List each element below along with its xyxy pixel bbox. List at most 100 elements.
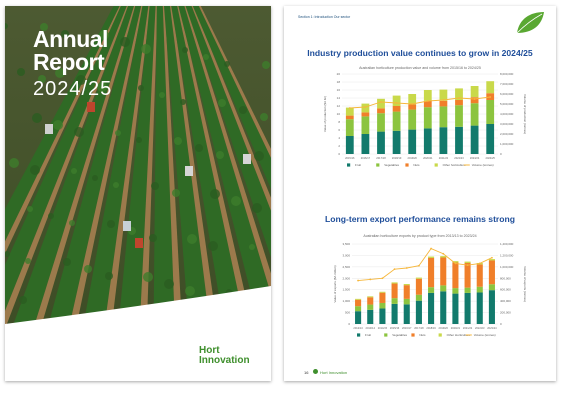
bar-segment-nuts — [428, 257, 435, 288]
dirt-track — [198, 6, 271, 158]
tree-canopy — [5, 251, 10, 257]
y2-tick-label: 2,000,000 — [500, 132, 514, 136]
y-tick-label: 0 — [338, 152, 340, 156]
bar-segment-fruit — [488, 290, 495, 324]
dirt-track — [5, 6, 122, 254]
bar-segment-fruit — [367, 309, 374, 324]
bar-segment-vegetables — [403, 298, 410, 305]
tree-canopy — [254, 151, 264, 161]
tree-canopy — [174, 137, 182, 145]
volume-point — [491, 256, 493, 259]
tree-canopy — [216, 151, 224, 159]
x-tick-label: 2023/24 — [487, 326, 497, 330]
y-tick-label: 4 — [338, 136, 340, 140]
volume-point — [369, 278, 372, 281]
x-tick-label: 2016/17 — [402, 326, 412, 330]
bar-segment-fruit — [392, 130, 401, 154]
tree-canopy — [249, 244, 255, 250]
heading-export-performance: Long-term export performance remains str… — [324, 214, 516, 224]
bar-segment-vegetables — [486, 100, 495, 124]
legend-label: Nuts — [419, 333, 426, 337]
legend-label: Fruit — [355, 163, 361, 167]
x-tick-label: 2024/25 — [486, 156, 496, 160]
tree-canopy — [159, 92, 165, 98]
bar-segment-fruit — [408, 129, 417, 154]
bar-segment-nuts — [403, 285, 410, 299]
tree-canopy — [195, 144, 203, 152]
tree-canopy — [25, 258, 31, 264]
bar-segment-other-horticulture — [392, 95, 401, 106]
cover-title: Annual Report — [33, 26, 108, 75]
tree-canopy — [99, 30, 109, 40]
bar-segment-other-horticulture — [403, 284, 410, 286]
tree-canopy — [143, 272, 153, 282]
y-tick-label: 18 — [337, 80, 341, 84]
x-tick-label: 2018/19 — [392, 156, 402, 160]
bar-segment-nuts — [423, 100, 432, 108]
dirt-track — [137, 6, 158, 381]
bar-segment-fruit — [455, 126, 463, 154]
volume-line — [349, 96, 491, 109]
bar-segment-vegetables — [440, 285, 447, 292]
tree-canopy — [92, 175, 98, 181]
tree-canopy — [164, 279, 174, 289]
chart1-title: Australian horticulture production value… — [359, 66, 481, 70]
y2-tick-label: 0 — [500, 322, 502, 326]
tree-canopy — [182, 47, 188, 53]
tree-canopy — [115, 130, 121, 136]
y2-tick-label: 3,000,000 — [500, 122, 514, 126]
production-value-chart: 0 2 4 6 8 10 12 14 16 18 20 0 1,000,000 2,000,000 3,00… — [323, 72, 527, 167]
bar-segment-fruit — [391, 303, 398, 324]
x-tick-label: 2016/17 — [361, 156, 371, 160]
y-tick-label: 2,000 — [342, 276, 350, 280]
annual-report-cover: Annual Report 2024/25 Hort Innovation — [5, 6, 271, 381]
tree-canopy — [9, 158, 19, 168]
bar-segment-vegetables — [488, 284, 495, 291]
bar-segment-fruit — [476, 292, 483, 324]
y2-tick-label: 400,000 — [500, 299, 511, 303]
x-tick-label: 2013/14 — [366, 326, 376, 330]
bar-segment-vegetables — [367, 304, 374, 310]
x-tick-label: 2022/23 — [454, 156, 464, 160]
tree-canopy — [262, 61, 270, 69]
x-tick-label: 2019/20 — [408, 156, 418, 160]
legend-label: Volume (tonnes) — [474, 333, 496, 337]
volume-point — [454, 262, 457, 265]
tree-row — [185, 6, 271, 258]
y2-tick-label: 1,000,000 — [500, 265, 514, 269]
y-tick-label: 1,500 — [342, 288, 350, 292]
tree-canopy — [239, 106, 247, 114]
bar-segment-nuts — [476, 264, 483, 287]
heading-production-value: Industry production value continues to g… — [307, 48, 533, 58]
y2-tick-label: 7,000,000 — [500, 82, 514, 86]
y-tick-label: 10 — [337, 112, 341, 116]
bar-segment-fruit — [415, 300, 422, 324]
x-tick-label: 2022/23 — [475, 326, 485, 330]
tree-canopy — [40, 23, 48, 31]
bar-segment-vegetables — [377, 113, 385, 132]
bar-segment-other-horticulture — [391, 282, 398, 284]
dirt-track — [17, 6, 136, 381]
tree-canopy — [185, 286, 195, 296]
x-tick-label: 2012/13 — [353, 326, 363, 330]
volume-point — [442, 252, 445, 255]
tree-canopy — [208, 241, 218, 251]
tree-canopy — [105, 272, 113, 280]
bar-segment-nuts — [488, 260, 495, 285]
legend-label: Other Horticulture — [447, 333, 471, 337]
bar-segment-fruit — [464, 292, 471, 324]
bar-segment-vegetables — [423, 107, 432, 129]
farm-vehicle — [185, 166, 193, 176]
bar-segment-other-horticulture — [367, 296, 374, 298]
y2-tick-label: 4,000,000 — [500, 112, 514, 116]
bar-segment-nuts — [455, 100, 463, 106]
y-tick-label: 3,000 — [342, 253, 350, 257]
bar-segment-other-horticulture — [455, 88, 463, 100]
tree-canopy — [107, 220, 115, 228]
bar-segment-vegetables — [415, 294, 422, 301]
page-number: 16 — [304, 370, 309, 375]
legend-label: Vegetables — [392, 333, 407, 337]
bar-segment-vegetables — [428, 287, 435, 293]
legend-label: Volume (tonnes) — [472, 163, 494, 167]
tree-canopy — [5, 23, 8, 29]
